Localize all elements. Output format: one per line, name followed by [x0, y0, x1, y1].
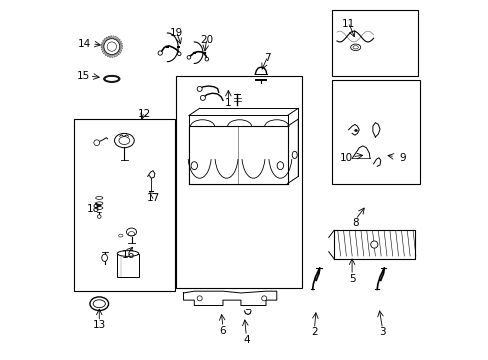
Text: 10: 10	[340, 153, 352, 163]
Text: 15: 15	[76, 71, 90, 81]
Text: 5: 5	[348, 274, 355, 284]
Text: 1: 1	[224, 98, 231, 108]
Polygon shape	[115, 53, 117, 56]
Circle shape	[177, 52, 181, 55]
Ellipse shape	[292, 151, 297, 158]
Polygon shape	[120, 45, 122, 46]
Polygon shape	[117, 39, 120, 42]
Ellipse shape	[277, 162, 283, 170]
Polygon shape	[103, 51, 106, 54]
Circle shape	[200, 95, 205, 100]
Polygon shape	[109, 54, 111, 57]
Text: 17: 17	[146, 193, 160, 203]
Ellipse shape	[126, 228, 136, 236]
Polygon shape	[108, 36, 110, 39]
Polygon shape	[118, 51, 121, 53]
Circle shape	[97, 215, 101, 219]
Polygon shape	[119, 49, 122, 51]
Text: 3: 3	[379, 327, 385, 337]
Polygon shape	[110, 36, 112, 39]
Polygon shape	[119, 48, 122, 49]
Polygon shape	[114, 36, 116, 40]
Polygon shape	[104, 38, 107, 41]
Text: 4: 4	[243, 334, 249, 345]
Text: 11: 11	[341, 19, 354, 29]
Ellipse shape	[350, 44, 360, 50]
Polygon shape	[287, 119, 298, 184]
Text: 8: 8	[352, 218, 358, 228]
Polygon shape	[188, 116, 287, 126]
Polygon shape	[118, 41, 121, 43]
Text: 2: 2	[310, 327, 317, 337]
Text: 20: 20	[200, 35, 213, 45]
Polygon shape	[102, 42, 104, 44]
Text: 13: 13	[92, 320, 106, 330]
Polygon shape	[101, 46, 104, 48]
Text: 9: 9	[398, 153, 405, 163]
Ellipse shape	[191, 162, 197, 170]
Bar	[332, 10, 418, 76]
Text: 18: 18	[87, 204, 101, 214]
Polygon shape	[101, 48, 104, 50]
Bar	[117, 253, 139, 277]
Bar	[176, 76, 301, 288]
Ellipse shape	[114, 134, 134, 148]
Text: 12: 12	[137, 109, 150, 119]
Polygon shape	[119, 43, 122, 45]
Circle shape	[261, 296, 266, 301]
Text: 19: 19	[169, 28, 183, 38]
Ellipse shape	[117, 251, 139, 256]
Circle shape	[370, 241, 377, 248]
Text: 14: 14	[78, 39, 91, 49]
Circle shape	[197, 86, 202, 91]
Polygon shape	[101, 44, 104, 46]
Polygon shape	[106, 37, 108, 40]
Polygon shape	[105, 53, 107, 56]
Bar	[74, 119, 174, 291]
Text: 6: 6	[219, 325, 226, 336]
Polygon shape	[113, 54, 115, 57]
Polygon shape	[183, 291, 276, 306]
Text: 7: 7	[264, 53, 270, 63]
Polygon shape	[112, 36, 114, 39]
Circle shape	[104, 39, 120, 54]
Text: 16: 16	[121, 250, 134, 260]
Polygon shape	[333, 230, 414, 259]
Polygon shape	[107, 54, 109, 57]
Polygon shape	[117, 52, 119, 55]
Ellipse shape	[102, 254, 107, 261]
Polygon shape	[112, 54, 113, 57]
Circle shape	[94, 140, 100, 145]
Circle shape	[204, 57, 208, 61]
Ellipse shape	[90, 297, 108, 311]
Circle shape	[187, 55, 190, 59]
Polygon shape	[188, 126, 287, 184]
Bar	[188, 126, 287, 184]
Ellipse shape	[93, 300, 105, 308]
Polygon shape	[116, 37, 118, 40]
Polygon shape	[102, 50, 105, 52]
Circle shape	[197, 296, 202, 301]
Circle shape	[158, 51, 162, 55]
Bar	[332, 80, 419, 184]
Polygon shape	[102, 40, 105, 42]
Circle shape	[107, 42, 116, 51]
